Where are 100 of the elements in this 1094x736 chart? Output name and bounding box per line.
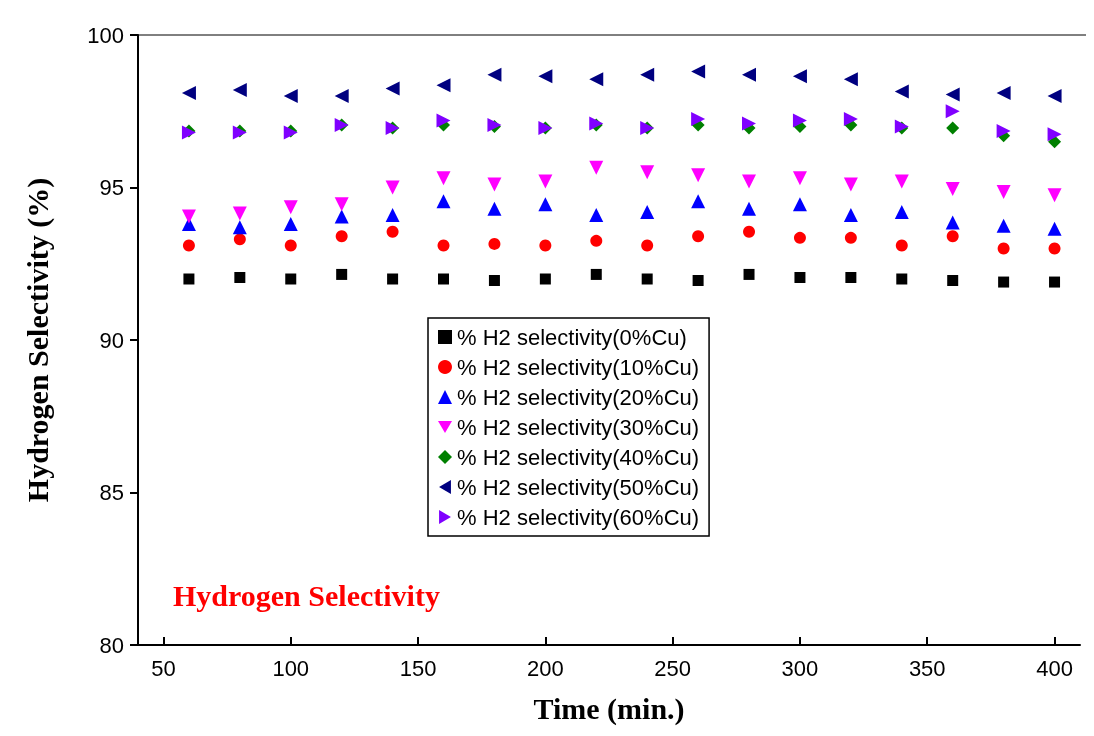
point [283,200,298,215]
point [387,273,399,285]
point [385,207,400,222]
legend-label: % H2 selectivity(50%Cu) [457,474,700,500]
point [1047,188,1062,203]
point [538,69,553,84]
point [334,89,349,103]
point [590,234,603,247]
point [181,209,196,224]
point [285,273,297,285]
point [385,180,400,195]
legend-label: % H2 selectivity(40%Cu) [457,444,700,470]
point [283,89,298,103]
point [640,67,655,82]
point [640,165,655,180]
point [539,273,551,285]
point [437,239,450,252]
point [792,69,807,84]
point [283,217,298,232]
point [539,239,552,252]
point [996,124,1011,139]
point [845,271,857,283]
point [946,230,959,243]
point [488,275,500,287]
point [692,230,705,243]
y-tick-label: 90 [99,327,124,353]
point [589,72,604,87]
legend-label: % H2 selectivity(60%Cu) [457,504,700,530]
x-tick-label: 300 [781,655,819,681]
y-tick-label: 95 [99,175,124,200]
legend-label: % H2 selectivity(20%Cu) [457,384,700,410]
point [843,177,858,192]
point [998,276,1010,288]
point [945,87,960,102]
point [895,239,908,252]
point [996,185,1011,200]
point [487,177,502,192]
point [947,275,959,287]
point [641,273,653,285]
point [232,206,247,221]
point [232,82,247,97]
point [792,197,807,212]
y-tick-label: 80 [99,632,124,658]
point [896,273,908,285]
point [589,207,604,222]
point [385,81,400,96]
point [1047,127,1062,142]
point [997,242,1010,255]
y-tick-label: 100 [87,22,124,48]
annotation: Hydrogen Selectivity [173,578,440,612]
point [641,239,654,252]
point [996,218,1011,233]
point [336,268,348,280]
point [233,233,246,246]
legend-label: % H2 selectivity(30%Cu) [457,414,700,440]
point [538,197,553,212]
point [742,116,757,131]
point [843,207,858,222]
point [793,231,806,244]
point [743,268,755,280]
point [334,209,349,224]
point [691,194,706,209]
point [743,225,756,238]
point [792,171,807,186]
point [232,220,247,235]
point [438,273,450,285]
point [181,85,196,100]
point [538,174,553,189]
point [436,194,451,209]
point [691,168,706,183]
point [692,275,704,287]
point [335,230,348,243]
point [894,84,909,99]
point [792,113,807,128]
point [843,72,858,87]
point [182,239,195,252]
point [386,225,399,238]
point [742,174,757,189]
x-tick-label: 350 [908,655,946,681]
point [436,78,451,93]
x-tick-label: 100 [272,655,310,681]
point [487,201,502,216]
x-tick-label: 50 [151,655,176,681]
x-axis-title: Time (min.) [533,691,685,726]
point [742,201,757,216]
point [844,231,857,244]
point [640,204,655,219]
y-axis-title: Hydrogen Selectivity (%) [20,177,55,503]
point [794,271,806,283]
point [843,111,858,126]
point [945,182,960,197]
point [436,113,451,128]
x-tick-label: 150 [399,655,437,681]
point [590,268,602,280]
point [945,104,960,119]
x-tick-label: 400 [1036,655,1073,681]
point [894,174,909,189]
point [488,237,501,250]
x-tick-label: 250 [654,655,692,681]
point [487,67,502,82]
